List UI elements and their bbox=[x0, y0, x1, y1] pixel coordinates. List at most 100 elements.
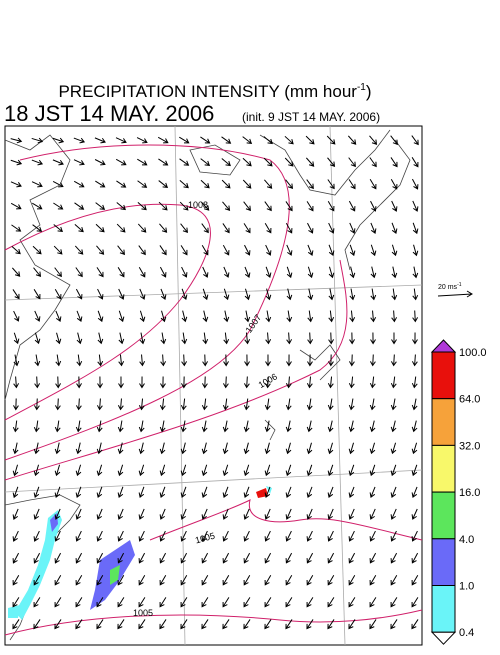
wind-arrow bbox=[327, 530, 334, 542]
wind-arrow bbox=[12, 508, 19, 520]
wind-arrow bbox=[202, 332, 209, 345]
wind-arrow bbox=[328, 222, 335, 234]
precip-area bbox=[256, 488, 268, 498]
wind-arrow bbox=[117, 267, 125, 278]
wind-arrow bbox=[348, 597, 356, 608]
wind-arrow bbox=[369, 179, 377, 190]
colorbar-label: 100.0 bbox=[459, 347, 487, 359]
wind-arrow bbox=[286, 354, 292, 367]
wind-arrow bbox=[307, 222, 314, 234]
colorbar-under bbox=[430, 631, 457, 645]
wind-arrow bbox=[391, 222, 398, 235]
wind-arrow bbox=[327, 574, 335, 586]
wind-arrow bbox=[411, 552, 419, 564]
wind-arrow bbox=[223, 332, 230, 345]
wind-arrow bbox=[243, 597, 251, 608]
wind-arrow bbox=[54, 420, 61, 433]
wind-arrow bbox=[73, 180, 85, 188]
wind-arrow bbox=[242, 179, 252, 189]
wind-arrow bbox=[181, 310, 188, 323]
wind-arrow bbox=[12, 597, 20, 608]
wind-arrow bbox=[390, 464, 397, 477]
wind-arrow bbox=[202, 266, 209, 278]
wind-arrow bbox=[116, 223, 126, 233]
valid-time: 18 JST 14 MAY. 2006 bbox=[4, 101, 214, 126]
wind-arrow bbox=[96, 530, 103, 542]
wind-arrow bbox=[243, 530, 250, 542]
wind-arrow bbox=[243, 508, 250, 520]
wind-arrow bbox=[34, 310, 41, 322]
wind-arrow bbox=[285, 464, 292, 477]
wind-arrow bbox=[201, 442, 208, 455]
colorbar-segment bbox=[431, 538, 456, 586]
wind-arrow bbox=[412, 200, 419, 212]
wind-arrow bbox=[33, 267, 42, 277]
wind-arrow bbox=[349, 222, 356, 234]
wind-arrow bbox=[285, 222, 293, 234]
wind-arrow bbox=[265, 266, 272, 279]
wind-arrow bbox=[328, 288, 335, 301]
wind-arrow bbox=[390, 376, 397, 389]
wind-arrow bbox=[95, 202, 106, 210]
wind-arrow bbox=[201, 597, 209, 608]
wind-arrow bbox=[74, 245, 84, 255]
wind-arrow bbox=[349, 354, 355, 367]
wind-arrow bbox=[54, 508, 61, 520]
wind-arrow bbox=[307, 266, 314, 279]
wind-arrow bbox=[221, 158, 231, 167]
wind-arrow bbox=[390, 354, 397, 367]
wind-arrow bbox=[411, 486, 418, 498]
wind-arrow bbox=[201, 552, 209, 564]
wind-arrow bbox=[33, 486, 40, 499]
wind-arrow bbox=[347, 135, 357, 145]
wind-arrow bbox=[118, 310, 125, 323]
wind-arrow bbox=[369, 574, 377, 586]
wind-arrow bbox=[327, 420, 334, 433]
wind-arrow bbox=[75, 288, 83, 300]
wind-arrow bbox=[264, 464, 271, 477]
wind-arrow bbox=[391, 266, 398, 279]
wind-arrow bbox=[349, 332, 355, 345]
wind-arrow bbox=[242, 136, 253, 144]
coastline bbox=[344, 139, 411, 271]
wind-arrow bbox=[54, 574, 62, 586]
wind-arrow bbox=[13, 354, 20, 367]
wind-arrow bbox=[263, 157, 273, 167]
wind-arrow bbox=[75, 486, 82, 499]
wind-arrow bbox=[243, 376, 250, 389]
wind-arrow bbox=[390, 552, 398, 564]
wind-arrow bbox=[286, 310, 293, 323]
wind-arrow bbox=[411, 178, 419, 190]
wind-arrow bbox=[327, 486, 334, 498]
wind-arrow bbox=[223, 266, 230, 278]
wind-arrow bbox=[264, 223, 272, 234]
wind-arrow bbox=[159, 464, 166, 477]
wind-arrow bbox=[181, 266, 188, 278]
wind-arrow bbox=[412, 222, 419, 235]
wind-arrow bbox=[180, 398, 187, 411]
wind-arrow bbox=[328, 354, 334, 367]
wind-arrow bbox=[75, 464, 82, 477]
wind-arrow bbox=[391, 288, 398, 301]
wind-arrow bbox=[263, 136, 273, 145]
wind-arrow bbox=[284, 135, 294, 145]
wind-arrow bbox=[75, 574, 83, 586]
wind-arrow bbox=[200, 158, 211, 166]
wind-arrow bbox=[221, 179, 231, 189]
wind-arrow bbox=[222, 398, 229, 411]
wind-arrow bbox=[159, 486, 166, 499]
wind-arrow bbox=[180, 486, 187, 499]
wind-arrow bbox=[180, 442, 187, 455]
wind-arrow bbox=[264, 442, 271, 455]
wind-arrow bbox=[160, 354, 167, 367]
wind-arrow bbox=[53, 224, 64, 233]
wind-arrow bbox=[348, 398, 355, 411]
wind-arrow bbox=[411, 157, 419, 168]
wind-arrow bbox=[327, 552, 335, 564]
title-close: ) bbox=[366, 82, 372, 101]
wind-arrow bbox=[33, 574, 41, 586]
wind-arrow bbox=[33, 398, 40, 411]
wind-arrow bbox=[243, 398, 250, 411]
wind-arrow bbox=[243, 464, 250, 477]
wind-arrow bbox=[181, 354, 188, 367]
